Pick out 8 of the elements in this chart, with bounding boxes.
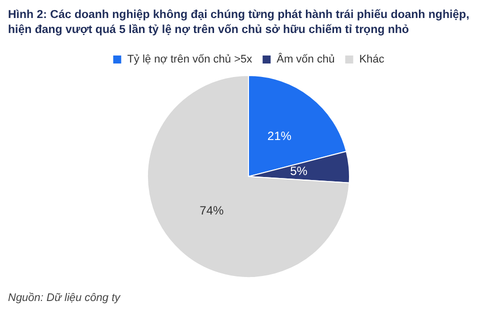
data-label: 21%	[267, 128, 292, 143]
data-label: 74%	[200, 203, 224, 218]
data-label: 5%	[290, 164, 308, 178]
chart-title: Hình 2: Các doanh nghiệp không đại chúng từng phát hành trái phiếu doanh nghiệp, hiện đang vượt quá 5 lần tỷ lệ nợ trên vốn chủ sở hữu chiếm tỉ trọng nhỏ	[8, 8, 470, 38]
text: Nguồn: Dữ liệu công ty	[8, 292, 122, 304]
legend-label: Âm vốn chủ	[276, 52, 335, 66]
legend-label: Tỷ lệ nợ trên vốn chủ >5x	[127, 54, 253, 66]
legend-label: Khác	[359, 54, 385, 66]
